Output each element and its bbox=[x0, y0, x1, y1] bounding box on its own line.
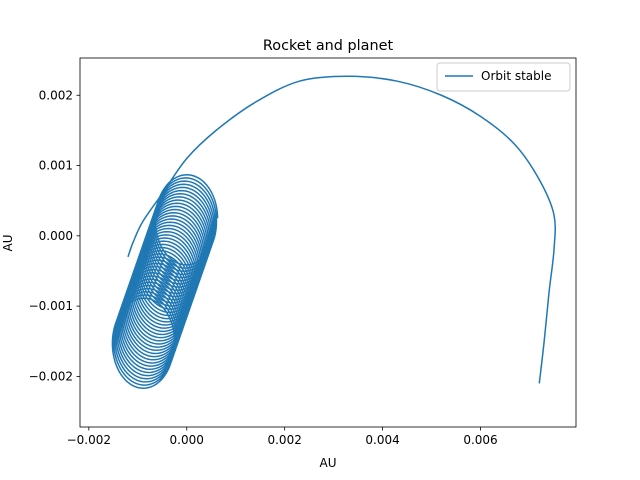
orbit-outer-arc bbox=[127, 75, 557, 384]
y-tick-label: −0.001 bbox=[29, 299, 73, 313]
axes-frame bbox=[79, 57, 577, 428]
x-tick-label: 0.000 bbox=[170, 433, 204, 447]
y-tick-label: 0.000 bbox=[39, 229, 73, 243]
x-tick-label: 0.002 bbox=[267, 433, 301, 447]
plot-area bbox=[111, 75, 557, 390]
y-axis-label: AU bbox=[1, 235, 15, 252]
y-tick-label: −0.002 bbox=[29, 369, 73, 383]
y-tick-label: 0.002 bbox=[39, 88, 73, 102]
x-axis-label: AU bbox=[320, 456, 337, 470]
legend: Orbit stable bbox=[436, 62, 571, 92]
axes: −0.002 0.000 0.002 0.004 0.006 −0.002 −0.001 0.… bbox=[29, 57, 577, 447]
x-tick-label: −0.002 bbox=[67, 433, 111, 447]
orbit-loops bbox=[111, 174, 219, 390]
legend-label-orbit-stable: Orbit stable bbox=[481, 69, 552, 83]
series-orbit-stable bbox=[111, 75, 557, 390]
x-tick-label: 0.006 bbox=[463, 433, 497, 447]
legend-box bbox=[436, 62, 571, 92]
x-tick-label: 0.004 bbox=[365, 433, 399, 447]
chart-title: Rocket and planet bbox=[263, 38, 394, 54]
y-tick-label: 0.001 bbox=[39, 159, 73, 173]
